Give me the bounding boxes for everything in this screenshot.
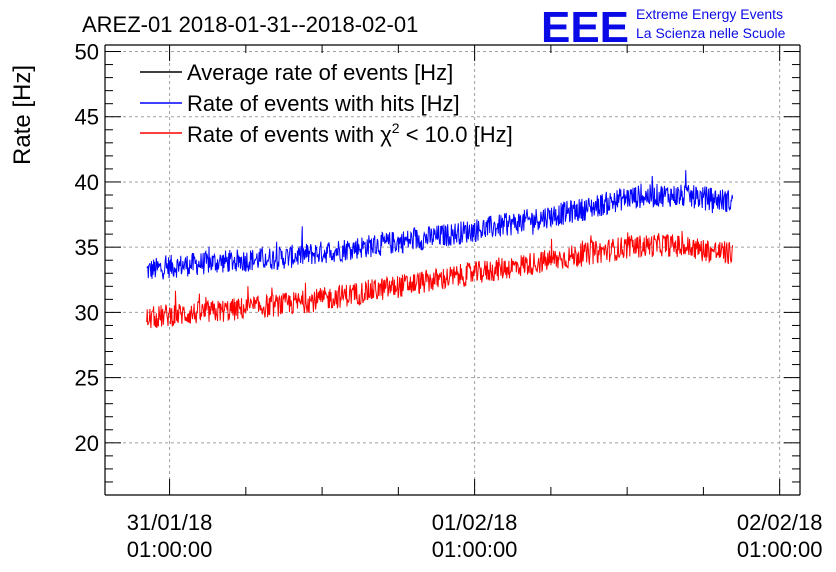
x-tick-labels: 31/01/1801:00:0001/02/1801:00:0002/02/18… [127, 510, 823, 562]
x-tick-label-date: 01/02/18 [432, 510, 518, 535]
x-tick-label-time: 01:00:00 [127, 537, 213, 562]
legend-entry-hits: Rate of events with hits [Hz] [140, 91, 460, 116]
legend-label-hits: Rate of events with hits [Hz] [187, 91, 460, 116]
y-tick-label: 35 [75, 235, 99, 260]
y-tick-label: 45 [75, 105, 99, 130]
legend-entry-chi2: Rate of events with χ2 < 10.0 [Hz] [140, 120, 513, 147]
series-line-2 [146, 231, 734, 329]
x-tick-label-time: 01:00:00 [432, 537, 518, 562]
y-tick-label: 50 [75, 40, 99, 65]
y-tick-label: 30 [75, 300, 99, 325]
legend-label-chi2: Rate of events with χ2 < 10.0 [Hz] [187, 120, 513, 147]
eee-logo-line1: Extreme Energy Events [636, 6, 783, 22]
y-tick-label: 40 [75, 170, 99, 195]
y-tick-labels: 20 25 30 35 40 45 50 [75, 40, 99, 456]
y-tick-label: 25 [75, 366, 99, 391]
legend-entry-average: Average rate of events [Hz] [140, 60, 453, 85]
legend-label-average: Average rate of events [Hz] [187, 60, 453, 85]
eee-logo-line2: La Scienza nelle Scuole [636, 25, 786, 41]
eee-logo: EEE Extreme Energy Events La Scienza nel… [541, 3, 786, 52]
y-axis-label: Rate [Hz] [9, 65, 36, 165]
series-line-1 [146, 170, 734, 280]
y-tick-label: 20 [75, 431, 99, 456]
legend: Average rate of events [Hz] Rate of even… [140, 60, 513, 147]
eee-logo-mark: EEE [541, 3, 629, 52]
chart-title: AREZ-01 2018-01-31--2018-02-01 [82, 12, 418, 37]
x-tick-label-time: 01:00:00 [737, 537, 823, 562]
x-tick-label-date: 02/02/18 [737, 510, 823, 535]
axes [104, 44, 801, 496]
x-tick-label-date: 31/01/18 [127, 510, 213, 535]
plot-series [146, 170, 734, 329]
